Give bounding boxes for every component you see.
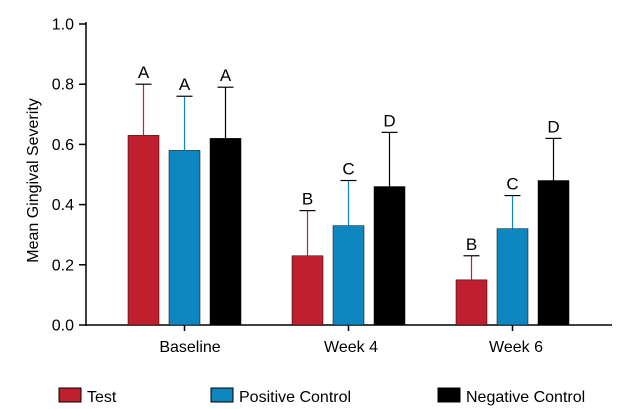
y-tick-label: 0.8 [52,77,74,94]
bar [496,228,529,326]
significance-label: D [547,117,559,136]
bars: A A A B C D B C D [127,63,570,326]
bar [291,255,324,326]
significance-label: A [138,63,150,82]
y-axis: 0.0 0.2 0.4 0.6 0.8 1.0 Mean Gingival Severity [25,17,87,335]
y-tick-label: 0.0 [52,318,74,335]
y-axis-label: Mean Gingival Severity [25,98,42,263]
significance-label: A [179,75,191,94]
bar [127,135,160,326]
significance-label: D [383,111,395,130]
bar [455,279,488,326]
legend-label: Test [87,389,117,406]
bar [209,138,242,326]
significance-label: B [466,235,477,254]
bar [373,186,406,326]
legend-swatch [437,387,461,403]
y-tick-label: 0.6 [52,137,74,154]
legend-swatch [58,387,82,403]
legend: Test Positive Control Negative Control [58,387,585,406]
y-tick-label: 0.4 [52,197,74,214]
x-tick-label: Week 6 [489,339,543,356]
y-tick-label: 1.0 [52,17,74,34]
legend-label: Positive Control [239,389,351,406]
y-tick-label: 0.2 [52,257,74,274]
bar [168,150,201,326]
x-tick-label: Week 4 [324,339,378,356]
bar [537,180,570,326]
significance-label: C [506,175,518,194]
bar [332,225,365,326]
legend-swatch [210,387,234,403]
legend-label: Negative Control [466,389,585,406]
x-tick-label: Baseline [159,339,220,356]
significance-label: A [220,66,232,85]
significance-label: C [342,160,354,179]
x-axis: Baseline Week 4 Week 6 [86,324,612,356]
significance-label: B [302,190,313,209]
